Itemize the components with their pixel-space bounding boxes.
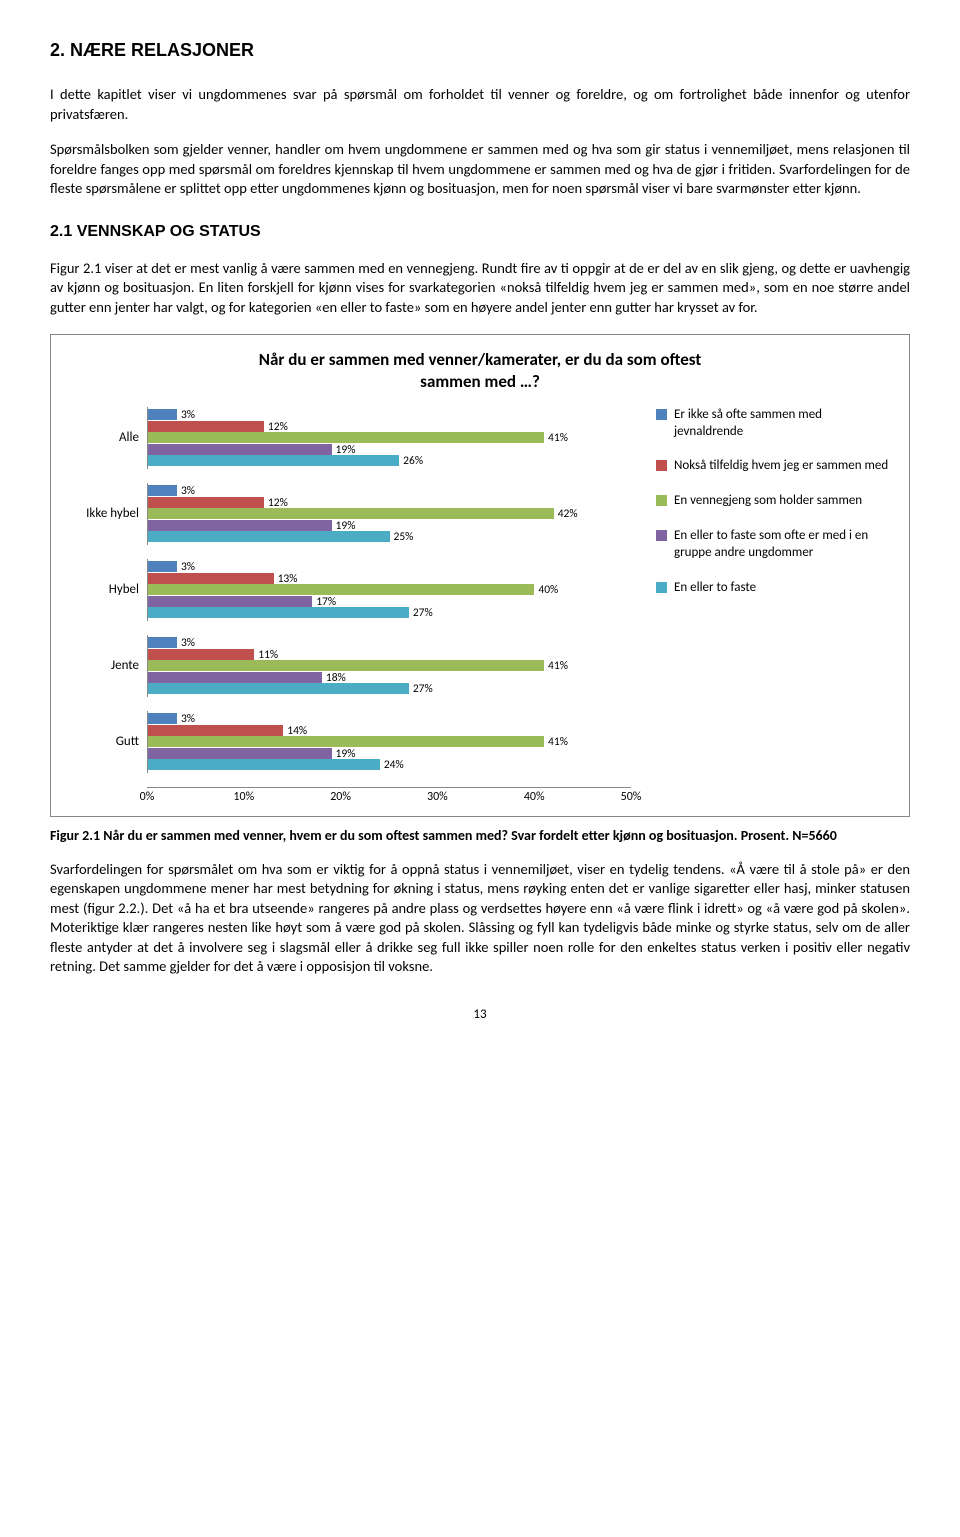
paragraph-2: Spørsmålsbolken som gjelder venner, hand… [50,140,910,199]
paragraph-1: I dette kapitlet viser vi ungdommenes sv… [50,85,910,124]
chart-title: Når du er sammen med venner/kamerater, e… [69,349,891,393]
legend-label: Nokså tilfeldig hvem jeg er sammen med [674,458,888,475]
chart-bar: 42% [148,508,554,519]
chart-bar: 3% [148,485,177,496]
chart-title-line2: sammen med …? [420,371,540,392]
chart-bar-stack: 3%12%42%19%25% [147,483,631,545]
chart-row: Jente3%11%41%18%27% [69,635,631,697]
figure-caption: Figur 2.1 Når du er sammen med venner, h… [50,827,910,846]
axis-tick: 30% [427,790,448,804]
chart-bar-value: 41% [548,659,568,673]
legend-item: En eller to faste som ofte er med i en g… [656,528,891,562]
chart-title-line1: Når du er sammen med venner/kamerater, e… [259,349,701,370]
chart-bar-value: 27% [413,606,433,620]
legend-label: En vennegjeng som holder sammen [674,493,862,510]
chart-bar-value: 27% [413,682,433,696]
legend-item: Er ikke så ofte sammen med jevnaldrende [656,407,891,441]
chart-bar: 11% [148,649,254,660]
chart-bar: 41% [148,432,544,443]
chart-row-label: Alle [69,430,147,445]
chart-bar-value: 41% [548,431,568,445]
chart-bar: 3% [148,409,177,420]
axis-tick: 0% [140,790,155,804]
legend-label: En eller to faste som ofte er med i en g… [674,528,891,562]
chart-bar: 19% [148,444,332,455]
chart-bar: 12% [148,497,264,508]
chart-bar-stack: 3%13%40%17%27% [147,559,631,621]
chart-row-label: Gutt [69,734,147,749]
chart-bar: 13% [148,573,274,584]
chart-bar: 19% [148,748,332,759]
chart-bar: 27% [148,683,409,694]
chart-bar-stack: 3%12%41%19%26% [147,407,631,469]
chart-bars-area: Alle3%12%41%19%26%Ikke hybel3%12%42%19%2… [69,407,631,806]
axis-tick: 10% [233,790,254,804]
chart-bar: 41% [148,660,544,671]
chart-bar-value: 41% [548,735,568,749]
chart-row-label: Hybel [69,582,147,597]
legend-swatch [656,530,667,541]
chart-bar-value: 24% [384,758,404,772]
axis-tick: 40% [524,790,545,804]
legend-swatch [656,582,667,593]
chart-bar: 3% [148,561,177,572]
axis-tick: 20% [330,790,351,804]
chart-bar: 40% [148,584,534,595]
chart-bar: 18% [148,672,322,683]
chart-bar: 26% [148,455,399,466]
chart-bar: 17% [148,596,312,607]
chart-bar-value: 42% [558,507,578,521]
chart-bar-value: 25% [394,530,414,544]
legend-swatch [656,495,667,506]
chart-x-axis: 0%10%20%30%40%50% [147,787,631,806]
chart-bar: 24% [148,759,380,770]
paragraph-4: Svarfordelingen for spørsmålet om hva so… [50,860,910,977]
legend-item: En vennegjeng som holder sammen [656,493,891,510]
chart-bar: 19% [148,520,332,531]
chart-bar: 12% [148,421,264,432]
chart-bar: 41% [148,736,544,747]
chart-row: Hybel3%13%40%17%27% [69,559,631,621]
legend-item: Nokså tilfeldig hvem jeg er sammen med [656,458,891,475]
chart-row: Ikke hybel3%12%42%19%25% [69,483,631,545]
chart-bar-stack: 3%11%41%18%27% [147,635,631,697]
chart-row: Alle3%12%41%19%26% [69,407,631,469]
legend-swatch [656,460,667,471]
chart-row-label: Ikke hybel [69,506,147,521]
legend-item: En eller to faste [656,580,891,597]
legend-swatch [656,409,667,420]
chart-row: Gutt3%14%41%19%24% [69,711,631,773]
legend-label: En eller to faste [674,580,756,597]
chart-bar-value: 26% [403,454,423,468]
chart-bar: 3% [148,713,177,724]
axis-tick: 50% [621,790,642,804]
legend-label: Er ikke så ofte sammen med jevnaldrende [674,407,891,441]
page-number: 13 [50,1007,910,1022]
heading-1: 2. NÆRE RELASJONER [50,40,910,61]
chart-bar: 14% [148,725,283,736]
chart-bar: 25% [148,531,390,542]
chart-bar-stack: 3%14%41%19%24% [147,711,631,773]
chart-bar-value: 40% [538,583,558,597]
chart-row-label: Jente [69,658,147,673]
chart-bar: 27% [148,607,409,618]
chart-legend: Er ikke så ofte sammen med jevnaldrende N… [656,407,891,615]
chart-bar: 3% [148,637,177,648]
paragraph-3: Figur 2.1 viser at det er mest vanlig å … [50,259,910,318]
chart-container: Når du er sammen med venner/kamerater, e… [50,334,910,817]
heading-2: 2.1 VENNSKAP OG STATUS [50,223,910,241]
